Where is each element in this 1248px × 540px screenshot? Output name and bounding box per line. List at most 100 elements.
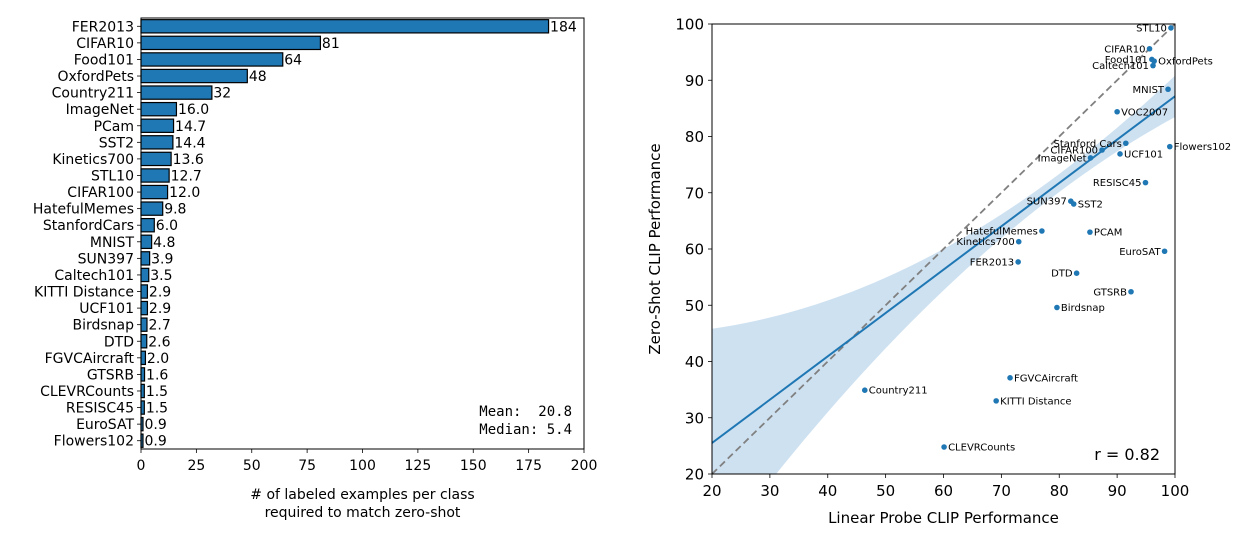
point-label: CIFAR100 — [1050, 146, 1098, 157]
y-axis-label: Zero-Shot CLIP Performance — [646, 143, 664, 354]
x-axis-label: # of labeled examples per class — [250, 487, 474, 503]
bar — [140, 52, 284, 67]
data-point — [1015, 238, 1022, 245]
point-label: FER2013 — [970, 257, 1014, 268]
y-tick-label: UCF101 — [79, 301, 134, 317]
x-tick-label: 125 — [405, 458, 432, 474]
bar — [140, 19, 550, 34]
y-tick-label: STL10 — [91, 168, 134, 184]
data-point — [1128, 288, 1134, 295]
bar-value-label: 32 — [213, 86, 231, 102]
bar-value-label: 0.9 — [144, 417, 166, 433]
bar — [140, 35, 322, 51]
x-tick-label: 80 — [1050, 482, 1069, 500]
point-label: OxfordPets — [1158, 57, 1213, 68]
scatter-plot-frame — [711, 23, 1176, 475]
data-point — [1073, 270, 1080, 276]
bar-value-label: 2.9 — [149, 285, 171, 301]
data-point — [1117, 151, 1123, 157]
regression-line — [712, 95, 1175, 444]
bar — [140, 217, 155, 233]
scatter-plot-area — [712, 24, 1175, 474]
bar-value-label: 3.9 — [151, 251, 173, 267]
bar-value-label: 2.7 — [148, 318, 170, 334]
y-tick-label: Birdsnap — [72, 318, 134, 334]
y-tick-label: EuroSAT — [76, 417, 134, 433]
x-tick-label: 20 — [702, 482, 721, 500]
bar — [140, 267, 150, 283]
data-point — [1015, 259, 1021, 265]
y-tick-label: GTSRB — [87, 367, 134, 383]
point-label: Flowers102 — [1174, 142, 1231, 153]
bar — [140, 334, 148, 349]
point-label: SST2 — [1078, 200, 1103, 211]
y-tick-label: 30 — [685, 409, 704, 427]
bar — [140, 300, 149, 316]
y-tick-label: StanfordCars — [43, 218, 134, 234]
summary-stat: Median: 5.4 — [479, 422, 572, 438]
bar-value-label: 64 — [284, 52, 302, 68]
point-label: Birdsnap — [1061, 303, 1105, 314]
data-point — [1087, 229, 1093, 235]
bar — [140, 68, 248, 84]
y-tick-label: Kinetics700 — [52, 152, 134, 168]
x-tick-label: 200 — [571, 458, 598, 474]
x-tick-label: 90 — [1108, 482, 1127, 500]
y-tick-label: 40 — [685, 353, 704, 371]
point-label: HatefulMemes — [966, 227, 1038, 238]
data-point — [993, 398, 999, 404]
x-tick-label: 75 — [298, 458, 316, 474]
x-tick-label: 50 — [243, 458, 261, 474]
x-axis-label: required to match zero-shot — [265, 505, 461, 521]
point-label: Stanford Cars — [1054, 139, 1122, 150]
y-tick-label: 100 — [675, 16, 704, 34]
bar-value-label: 12.0 — [169, 185, 200, 201]
y-tick-label: FGVCAircraft — [45, 351, 135, 367]
bar-value-label: 12.7 — [171, 168, 202, 184]
bar — [140, 317, 148, 332]
point-label: UCF101 — [1124, 149, 1163, 160]
data-point — [1166, 143, 1173, 150]
data-point — [1070, 201, 1077, 207]
point-label: MNIST — [1133, 85, 1165, 96]
x-tick-label: 60 — [934, 482, 953, 500]
data-point — [1099, 147, 1105, 153]
data-point — [1161, 248, 1168, 255]
bar-value-label: 1.5 — [146, 384, 168, 400]
data-point — [1123, 140, 1129, 147]
point-label: SUN397 — [1027, 197, 1067, 208]
bar-value-label: 9.8 — [164, 202, 186, 218]
bar-value-label: 16.0 — [178, 102, 209, 118]
bar-value-label: 1.6 — [146, 367, 168, 383]
data-point — [1142, 179, 1149, 186]
y-tick-label: 60 — [685, 241, 704, 259]
point-label: EuroSAT — [1119, 247, 1161, 258]
point-label: ImageNet — [1038, 153, 1087, 164]
bar — [140, 168, 170, 183]
bar — [140, 85, 213, 100]
y-tick-label: ImageNet — [66, 102, 135, 118]
y-tick-label: DTD — [104, 334, 134, 350]
point-label: KITTI Distance — [1000, 396, 1071, 407]
x-tick-label: 70 — [992, 482, 1011, 500]
y-tick-label: OxfordPets — [57, 69, 134, 85]
bar-value-label: 184 — [550, 19, 577, 35]
data-point — [1087, 155, 1094, 161]
point-label: Caltech101 — [1092, 61, 1149, 72]
data-point — [1007, 375, 1013, 381]
y-tick-label: CLEVRCounts — [40, 384, 134, 400]
data-point — [1054, 304, 1060, 311]
bar-chart-panel: 184 FER2013 81 CIFAR10 64 Food101 48 OxfordPets… — [33, 17, 598, 521]
point-label: GTSRB — [1093, 287, 1127, 298]
x-tick-label: 100 — [1161, 482, 1190, 500]
correlation-annotation: r = 0.82 — [1094, 445, 1160, 464]
bar — [140, 201, 164, 216]
data-point — [1168, 25, 1174, 31]
y-tick-label: HatefulMemes — [33, 202, 134, 218]
point-label: Kinetics700 — [956, 237, 1014, 248]
y-tick-label: RESISC45 — [66, 401, 134, 417]
data-point — [1165, 86, 1171, 93]
bar — [140, 135, 174, 150]
